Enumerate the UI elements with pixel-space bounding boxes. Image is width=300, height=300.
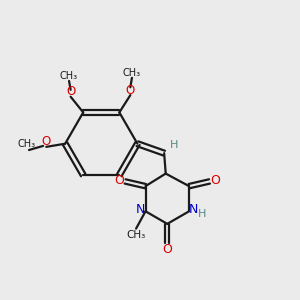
Text: CH₃: CH₃ [17, 139, 35, 149]
Text: H: H [169, 140, 178, 150]
Text: CH₃: CH₃ [60, 71, 78, 81]
Text: O: O [66, 85, 75, 98]
Text: N: N [136, 203, 146, 216]
Text: CH₃: CH₃ [127, 230, 146, 240]
Text: O: O [115, 174, 124, 187]
Text: N: N [189, 203, 199, 216]
Text: H: H [198, 209, 206, 219]
Text: CH₃: CH₃ [123, 68, 141, 78]
Text: O: O [42, 135, 51, 148]
Text: O: O [210, 174, 220, 187]
Text: O: O [126, 84, 135, 97]
Text: O: O [162, 242, 172, 256]
